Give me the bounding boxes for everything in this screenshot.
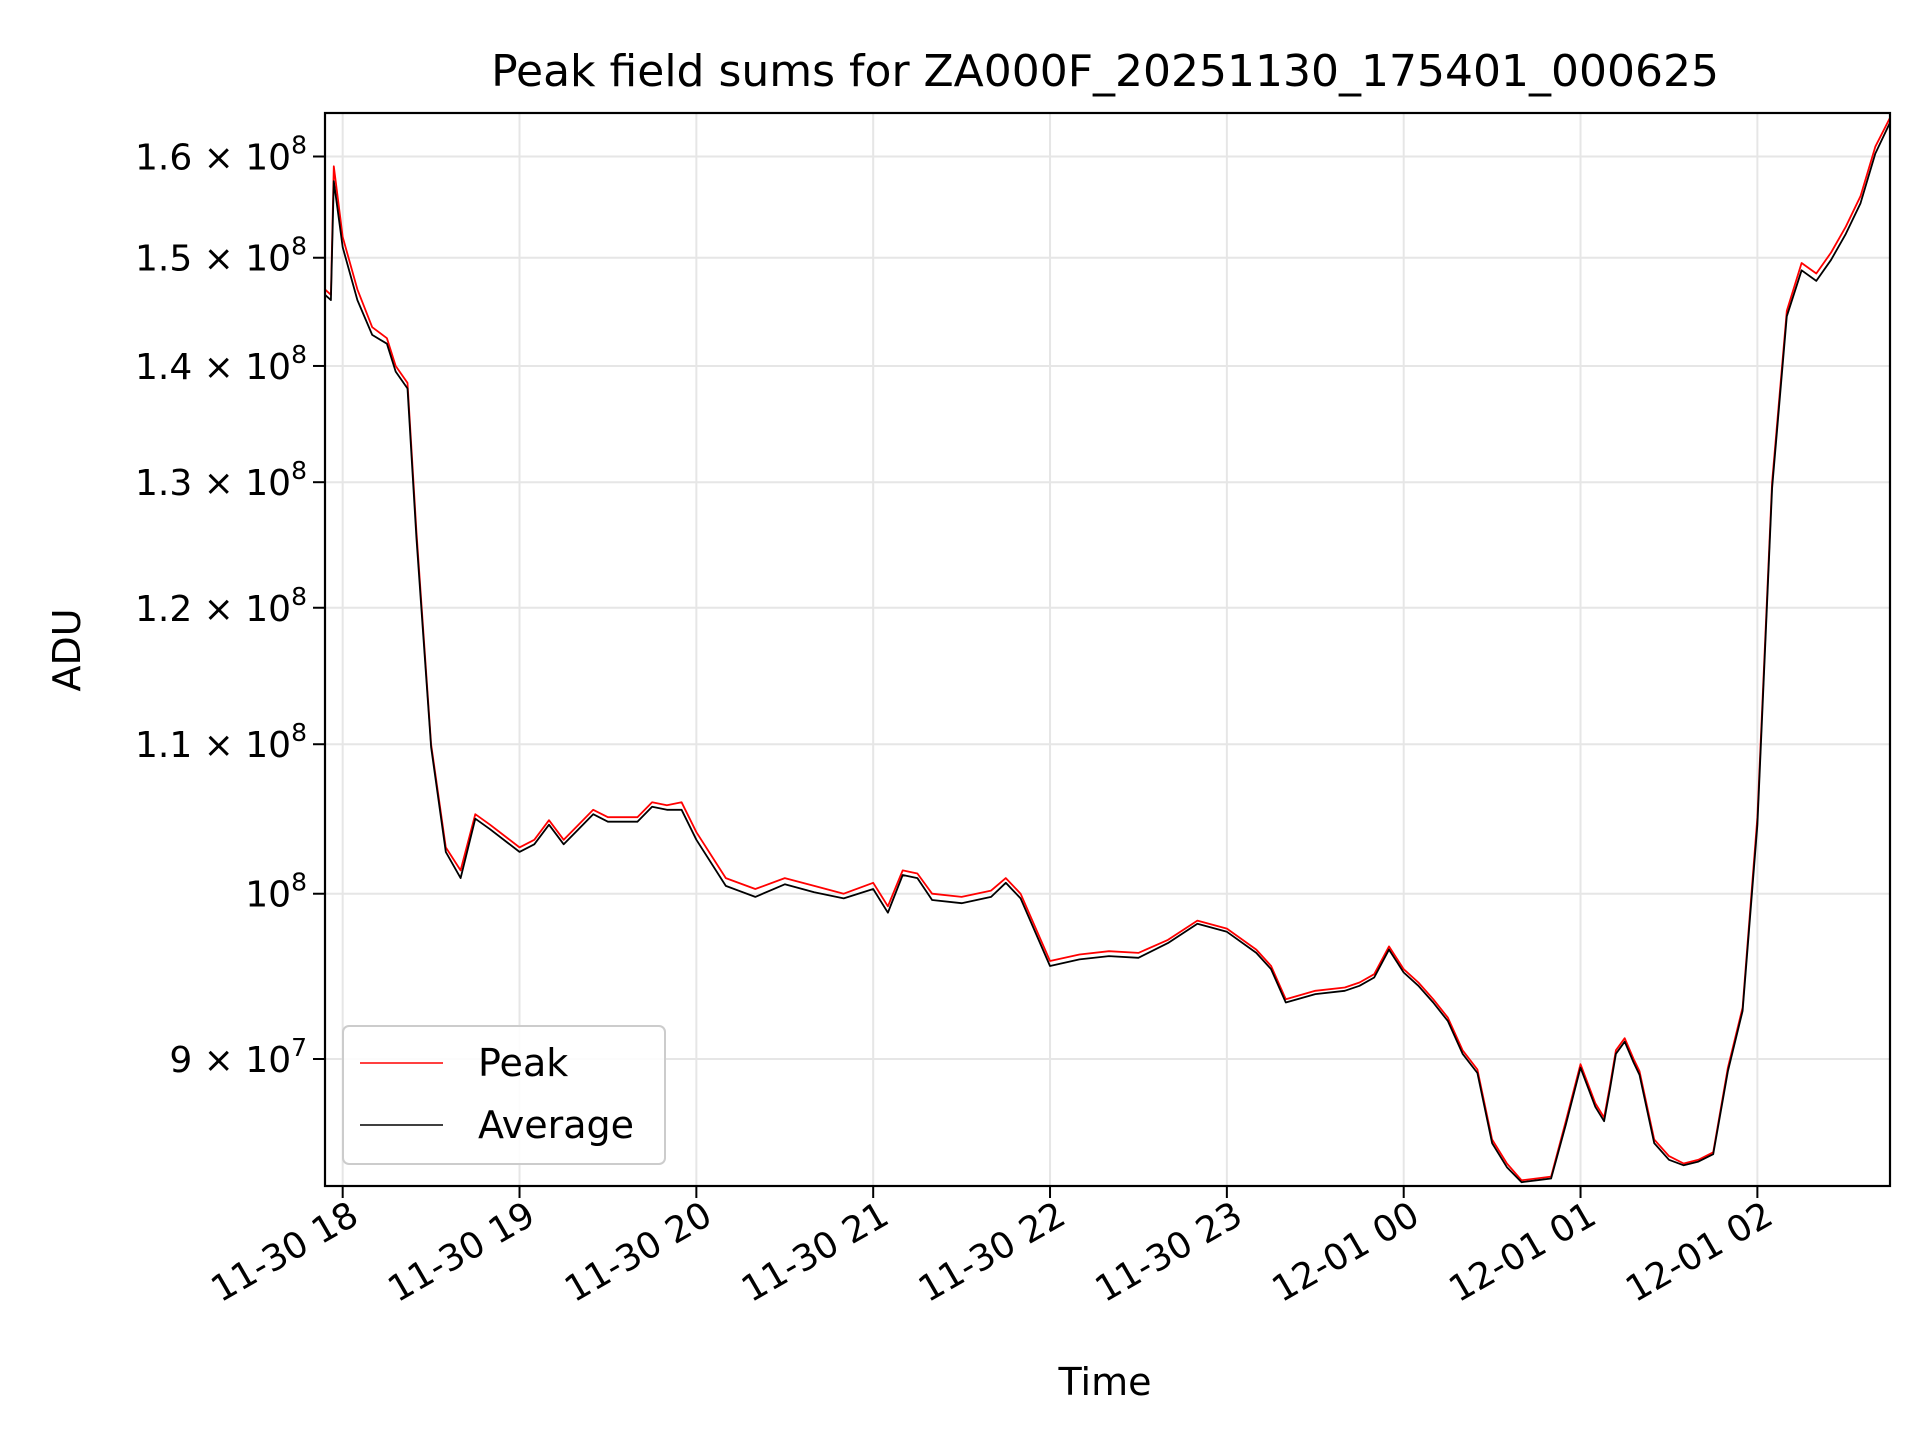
grid-lines: [325, 113, 1890, 1186]
legend-label-average: Average: [478, 1103, 634, 1147]
y-tick-label: 108: [245, 868, 307, 916]
y-tick-label: 1.3 × 108: [135, 456, 307, 504]
y-tick-label: 1.4 × 108: [135, 340, 307, 388]
y-tick-label: 1.1 × 108: [135, 718, 307, 766]
series-line-average: [324, 122, 1891, 1184]
x-axis-label: Time: [1058, 1360, 1152, 1404]
series-line-peak: [324, 117, 1891, 1182]
y-axis-ticks: 9 × 107 108 1.1 × 108 1.2 × 108 1.3 × 108 1.4…: [135, 131, 325, 1081]
legend-box: [342, 1025, 666, 1165]
series-lines: [324, 117, 1891, 1184]
legend-label-peak: Peak: [478, 1041, 568, 1085]
plot-frame: [323, 111, 1892, 1188]
y-axis-label: ADU: [45, 608, 89, 691]
y-tick-label: 1.5 × 108: [135, 232, 307, 280]
y-tick-label: 9 × 107: [169, 1033, 307, 1081]
y-tick-label: 1.6 × 108: [135, 131, 307, 179]
legend: Peak Average: [342, 1025, 666, 1165]
chart-title: Peak field sums for ZA000F_20251130_1754…: [491, 46, 1719, 97]
y-tick-label: 1.2 × 108: [135, 582, 307, 630]
